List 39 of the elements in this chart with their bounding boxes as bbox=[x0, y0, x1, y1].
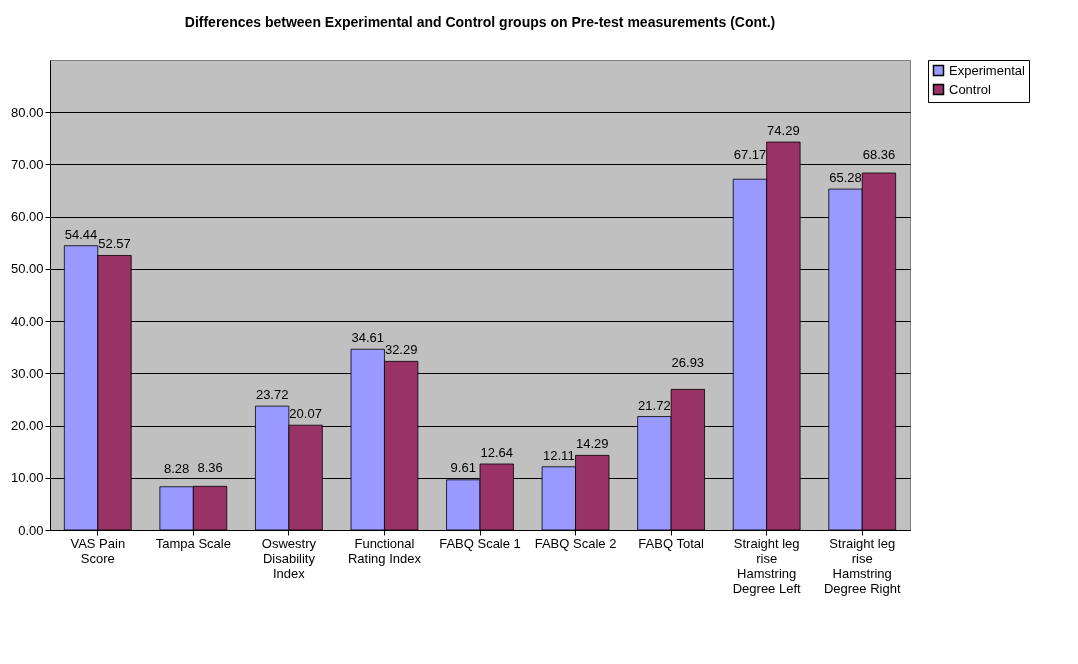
data-label: 14.29 bbox=[576, 436, 609, 452]
y-tick-label: 10.00 bbox=[10, 470, 44, 486]
x-tick-label: VAS Pain Score bbox=[70, 535, 126, 566]
chart-title: Differences between Experimental and Control groups on Pre-test measurements (Cont.) bbox=[184, 13, 776, 30]
data-label: 8.28 bbox=[163, 460, 190, 476]
x-tick-label: Straight leg rise Hamstring Degree Right bbox=[823, 535, 901, 596]
data-label: 12.64 bbox=[480, 444, 513, 460]
x-tick-label: Straight leg rise Hamstring Degree Left bbox=[732, 535, 802, 596]
x-tick-label: Oswestry Disability Index bbox=[261, 535, 317, 581]
x-tick-label: FABQ Total bbox=[638, 535, 704, 551]
data-label: 54.44 bbox=[64, 226, 98, 242]
x-tick-label: FABQ Scale 2 bbox=[534, 535, 617, 551]
data-label: 68.36 bbox=[862, 147, 896, 163]
data-label: 9.61 bbox=[450, 459, 476, 475]
y-tick-label: 70.00 bbox=[10, 156, 44, 172]
data-label: 74.29 bbox=[767, 123, 800, 139]
y-tick-label: 20.00 bbox=[10, 418, 44, 434]
y-tick-label: 50.00 bbox=[10, 261, 44, 277]
data-label: 12.11 bbox=[543, 447, 575, 463]
data-label: 67.17 bbox=[733, 147, 767, 163]
x-tick-label: Tampa Scale bbox=[155, 535, 231, 551]
y-tick-label: 80.00 bbox=[10, 104, 44, 120]
data-label: 34.61 bbox=[351, 330, 384, 346]
legend-label: Control bbox=[949, 81, 992, 97]
y-tick-label: 60.00 bbox=[10, 209, 44, 225]
data-label: 32.29 bbox=[384, 342, 418, 358]
x-tick-label: FABQ Scale 1 bbox=[439, 535, 521, 551]
x-tick-label: Functional Rating Index bbox=[347, 535, 422, 566]
data-label: 20.07 bbox=[289, 406, 322, 422]
data-label: 52.57 bbox=[98, 236, 131, 252]
legend-label: Experimental bbox=[949, 62, 1025, 78]
data-label: 23.72 bbox=[255, 387, 289, 403]
data-label: 21.72 bbox=[638, 397, 671, 413]
data-label: 65.28 bbox=[829, 170, 862, 186]
data-label: 8.36 bbox=[197, 460, 223, 476]
y-tick-label: 30.00 bbox=[10, 365, 44, 381]
y-tick-label: 0.00 bbox=[18, 522, 44, 538]
data-label: 26.93 bbox=[671, 355, 705, 371]
y-tick-label: 40.00 bbox=[10, 313, 44, 329]
